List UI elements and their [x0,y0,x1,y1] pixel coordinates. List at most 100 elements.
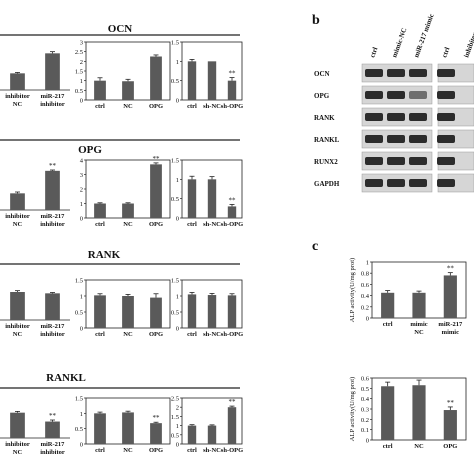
category-label: NC [123,221,133,228]
category-label: sh-OPG [221,221,243,228]
bar [150,297,162,328]
y-tick-label: 1.5 [75,278,83,285]
bar [10,412,25,438]
significance-mark: ** [447,399,455,407]
bar [227,295,237,328]
category-label: NC [13,449,23,456]
category-label: ctrl [95,221,105,228]
category-label: sh-OPG [221,103,243,110]
y-tick-label: 3 [80,40,83,47]
bar [187,61,197,100]
y-tick-label: 2 [80,187,83,194]
significance-mark: ** [153,414,161,422]
category-label: sh-OPG [221,447,243,454]
bar [94,295,106,328]
band-label: RANK [314,114,335,122]
category-label: ctrl [187,331,197,338]
blot-band [409,135,427,143]
y-tick-label: 0.5 [171,310,179,317]
y-tick-label: 0.2 [361,304,369,311]
western-blot-panel: ctrl mimic-NC miR-217 mimic ctrl inhibitor OC… [314,13,474,193]
y-tick-label: 1.5 [75,396,83,403]
y-tick-label: 0.4 [361,293,370,300]
bar [412,385,426,440]
bar [10,193,25,210]
bar [10,292,25,320]
category-label: ctrl [383,443,393,450]
category-label: sh-NC [203,331,221,338]
y-tick-label: 0.5 [75,426,83,433]
y-tick-label: 0 [176,442,179,449]
category-label: miR-217 [41,441,66,448]
blot-band [437,69,455,77]
bar [187,179,197,218]
category-label: inhibitor [40,331,65,338]
bar [150,164,162,218]
bar [227,206,237,218]
chart-12: 0 0.2 0.4 0.6 0.8 1 ALP activity(U/mg prot) ctr… [349,258,467,336]
y-tick-label: 0.4 [361,396,370,403]
y-tick-label: 0.5 [361,386,369,393]
bar [381,386,395,440]
y-tick-label: 1 [176,177,179,184]
blot-band [437,157,455,165]
y-tick-label: 0 [176,216,179,223]
category-label: OPG [443,443,457,450]
significance-mark: ** [229,398,237,406]
category-label: NC [123,331,133,338]
category-label: OPG [149,331,163,338]
category-label: inhibitor [40,221,65,228]
y-tick-label: 2 [176,405,179,412]
lane-label: ctrl [368,46,379,59]
lane-label: mimic-NC [390,27,408,59]
blot-band [387,113,405,121]
category-label: NC [13,331,23,338]
lane-label: inhibitor [462,31,474,59]
y-tick-label: 0 [80,326,83,333]
blot-band [437,113,455,121]
category-label: inhibitor [5,441,30,448]
bar [187,425,197,444]
band-label: GAPDH [314,180,340,188]
chart-10: 0 0.5 1 1.5 ctrl NC ** OPG [75,396,171,454]
y-tick-label: 2.5 [75,49,83,56]
blot-band [387,157,405,165]
y-tick-label: 0.5 [171,432,179,439]
category-label: NC [123,447,133,454]
bar [227,407,237,444]
category-label: sh-NC [203,447,221,454]
blot-band [437,91,455,99]
y-tick-label: 0.2 [361,417,369,424]
bar [381,292,395,318]
category-label: sh-NC [203,221,221,228]
blot-band [365,113,383,121]
blot-band [409,113,427,121]
significance-mark: ** [229,70,237,78]
y-tick-label: 1.5 [171,414,179,421]
category-label: NC [123,103,133,110]
section-title-rankl: RANKL [46,372,86,384]
category-label: ctrl [187,221,197,228]
bar [207,425,217,444]
chart-4: 0 1 2 3 4 ctrl NC ** OPG [80,155,171,228]
y-tick-label: 1 [176,59,179,66]
y-tick-label: 0 [366,438,369,445]
y-tick-label: 1 [176,423,179,430]
chart-13: 0 0.1 0.2 0.3 0.4 0.5 0.6 ALP activity(U/mg pro… [349,376,467,450]
chart-8: 0 0.5 1 1.5 ctrl sh-NC sh-OPG [171,278,243,339]
bar [94,413,106,444]
blot-band [365,135,383,143]
bar [207,61,217,100]
significance-mark: ** [49,162,57,170]
bar [45,53,60,90]
bar [122,296,134,328]
bar [94,80,106,100]
chart-11: 0 0.5 1 1.5 2 2.5 ctrl sh-NC ** sh-OPG [171,396,243,455]
category-label: inhibitor [40,449,65,456]
bar [94,203,106,218]
category-label: miR-217 [41,323,66,330]
y-tick-label: 1 [80,201,83,208]
